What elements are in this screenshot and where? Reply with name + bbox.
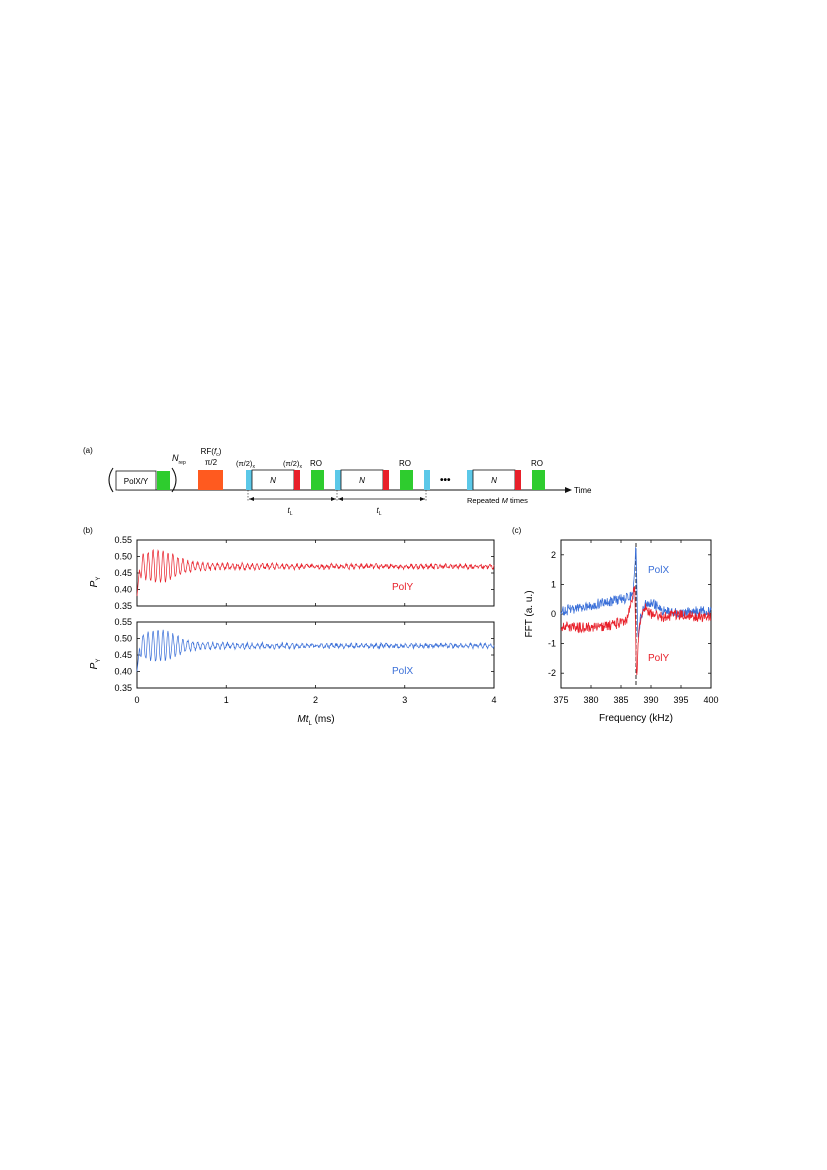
plot-b-top-ticks: 0.55 0.50 0.45 0.40 0.35 (114, 535, 495, 611)
time-label: Time (574, 486, 592, 495)
ro-pulse-3 (532, 470, 545, 490)
legend-polx: PolX (392, 666, 413, 677)
x-tick-label: 4 (491, 695, 496, 705)
x-tick-label: 2 (313, 695, 318, 705)
red-pulse-2 (383, 470, 389, 490)
c-y-tick-label: -2 (548, 668, 556, 678)
panel-a-label: (a) (83, 446, 93, 455)
ro-label-3: RO (531, 459, 543, 468)
tl-label-1: tL (287, 506, 292, 517)
legend-c-polx: PolX (648, 565, 669, 576)
y-tick-label: 0.40 (114, 585, 132, 595)
cyan-pulse-3 (424, 470, 430, 490)
n-box-1-label: N (270, 476, 276, 485)
series-poly-line (136, 549, 495, 597)
c-x-tick-label: 400 (703, 695, 718, 705)
rf-label: RF(fc) (201, 447, 222, 458)
ro-label-2: RO (399, 459, 411, 468)
y-tick-label: 0.55 (114, 617, 132, 627)
n-box-3-label: N (491, 476, 497, 485)
ro-label-1: RO (310, 459, 322, 468)
cyan-pulse-1 (246, 470, 252, 490)
nrep-label: Nrep (172, 453, 186, 466)
c-x-tick-label: 395 (673, 695, 688, 705)
tl-arrow-1-left (249, 497, 254, 501)
y-tick-label: 0.45 (114, 568, 132, 578)
right-bracket (171, 467, 177, 493)
fft-poly-line (560, 586, 712, 676)
cyan-pulse-2 (335, 470, 341, 490)
y-tick-label: 0.40 (114, 667, 132, 677)
c-x-tick-label: 375 (553, 695, 568, 705)
time-arrowhead (565, 487, 572, 493)
pulse-y-label: (π/2)x (283, 459, 302, 470)
tl-arrow-2-left (338, 497, 343, 501)
cyan-pulse-4 (467, 470, 473, 490)
y-tick-label: 0.45 (114, 650, 132, 660)
y-tick-label: 0.35 (114, 683, 132, 693)
c-x-tick-label: 390 (643, 695, 658, 705)
legend-c-poly: PolY (648, 653, 669, 664)
plot-c-ylabel: FFT (a. u.) (524, 590, 535, 637)
panel-b-label: (b) (83, 526, 93, 535)
left-bracket (108, 467, 114, 493)
c-y-tick-label: 2 (551, 550, 556, 560)
c-x-tick-label: 385 (613, 695, 628, 705)
pulse-x-label: (π/2)x (236, 459, 255, 470)
series-polx-line (136, 629, 495, 672)
panel-a: (a) Nrep Time PolX/Y RF(fc) π/2 (π/2)x (… (83, 446, 592, 517)
ro-pulse-1 (311, 470, 324, 490)
red-pulse-3 (515, 470, 521, 490)
pol-box (115, 470, 157, 491)
y-tick-label: 0.50 (114, 552, 132, 562)
red-pulse-1 (294, 470, 300, 490)
tl-arrow-1-right (331, 497, 336, 501)
panel-b: (b) 0.55 0.50 0.45 0.40 0.35 0.55 0.50 0.45 0.4… (83, 526, 497, 727)
fft-polx-line (560, 546, 712, 638)
plot-b-bottom-ticks: 0.55 0.50 0.45 0.40 0.350 1 2 3 4 (114, 617, 496, 705)
c-x-tick-label: 380 (583, 695, 598, 705)
x-tick-label: 0 (134, 695, 139, 705)
plot-c-ticks: 2 1 0 -1 -2 375 380 385 390 395 400 (548, 540, 719, 705)
c-y-tick-label: -1 (548, 639, 556, 649)
tl-arrow-2-right (420, 497, 425, 501)
ro-pulse-2 (400, 470, 413, 490)
plot-b-bottom-frame (136, 621, 495, 689)
plot-b-bottom-ylabel: PY (89, 659, 102, 670)
plot-b-xlabel: MtL (ms) (297, 714, 334, 727)
panel-c-label: (c) (512, 526, 522, 535)
x-tick-label: 3 (402, 695, 407, 705)
c-y-tick-label: 1 (551, 579, 556, 589)
x-tick-label: 1 (224, 695, 229, 705)
c-y-tick-label: 0 (551, 609, 556, 619)
y-tick-label: 0.35 (114, 601, 132, 611)
plot-c-xlabel: Frequency (kHz) (599, 713, 673, 724)
repeated-label: Repeated M times (467, 496, 528, 505)
n-box-2-label: N (359, 476, 365, 485)
rf-angle: π/2 (205, 458, 218, 467)
y-tick-label: 0.55 (114, 535, 132, 545)
plot-b-top-ylabel: PY (89, 577, 102, 588)
ellipsis: ••• (440, 475, 451, 486)
y-tick-label: 0.50 (114, 634, 132, 644)
legend-poly: PolY (392, 582, 413, 593)
rf-pulse (198, 470, 223, 490)
pol-box-text: PolX/Y (124, 477, 149, 486)
tl-label-2: tL (376, 506, 381, 517)
pol-green-pulse (157, 471, 170, 490)
